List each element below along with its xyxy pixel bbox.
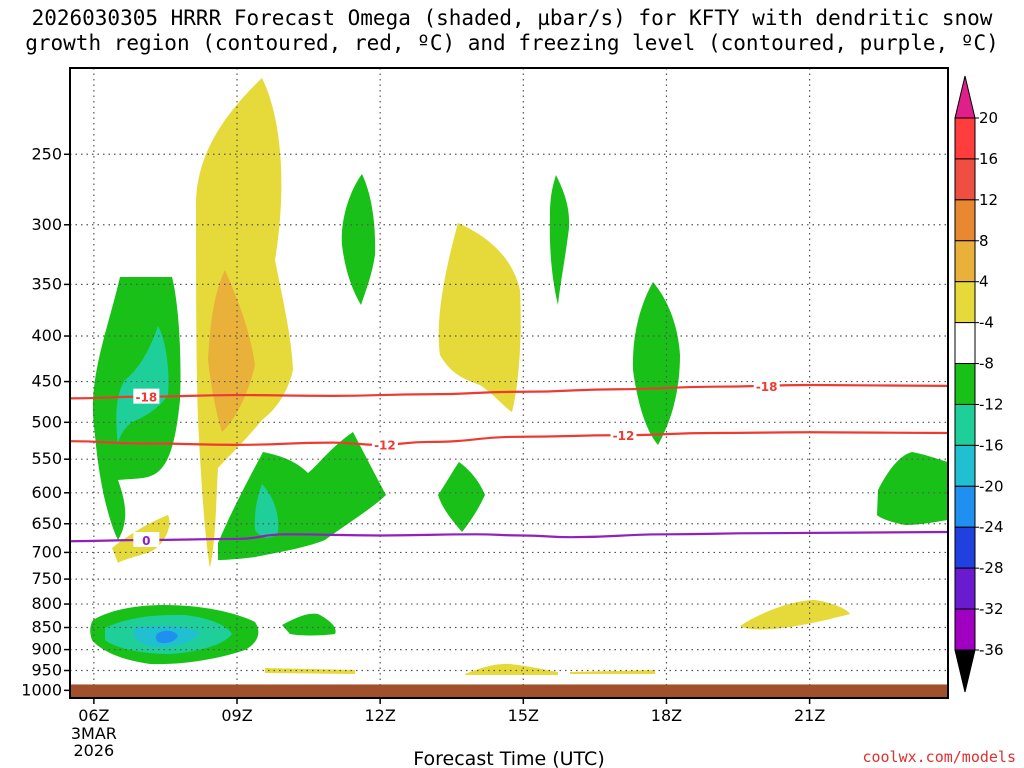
x-axis-label: Forecast Time (UTC) bbox=[413, 748, 604, 768]
contour-label-dendritic-top-1: -18 bbox=[756, 380, 778, 394]
omega-shade-low-blob bbox=[282, 613, 336, 636]
contour-label-dendritic-bottom-0: -12 bbox=[374, 439, 396, 453]
colorbar-label-11: -28 bbox=[979, 559, 1004, 577]
contour-dendritic-bottom bbox=[69, 431, 949, 446]
colorbar-label-12: -32 bbox=[979, 600, 1004, 618]
colorbar-label-5: -4 bbox=[979, 314, 994, 332]
colorbar-label-10: -24 bbox=[979, 518, 1004, 536]
omega-shade-surface-b bbox=[465, 663, 558, 675]
y-tick-label-950: 950 bbox=[31, 661, 62, 680]
contour-lines: -18 -18 -12 -12 0 bbox=[69, 377, 949, 548]
colorbar-label-6: -8 bbox=[979, 355, 994, 373]
contour-label-bg-dendritic-bottom-0 bbox=[371, 436, 398, 452]
colorbar-label-3: 8 bbox=[979, 232, 989, 250]
colorbar-segment-2 bbox=[954, 199, 976, 242]
colorbar-segment-4 bbox=[954, 281, 976, 324]
omega-shade-low-east bbox=[740, 600, 850, 630]
plot-frame bbox=[69, 67, 949, 699]
x-tick-sublabel-1: 2026 bbox=[73, 741, 114, 760]
colorbar-segment-0 bbox=[954, 117, 976, 160]
colorbar-label-0: 20 bbox=[979, 109, 998, 127]
title-line-2: growth region (contoured, red, ºC) and f… bbox=[25, 31, 999, 55]
y-tick-label-300: 300 bbox=[31, 215, 62, 234]
x-tick-label-18Z: 18Z bbox=[651, 706, 682, 725]
omega-shade-small-cell bbox=[438, 462, 485, 532]
colorbar: 20 16 12 8 4 -4 -8 -12 -16 -20 -24 -28 -32 -36 bbox=[954, 75, 1004, 693]
y-tick-label-650: 650 bbox=[31, 514, 62, 533]
y-tick-label-900: 900 bbox=[31, 640, 62, 659]
omega-shade-east-edge bbox=[877, 452, 948, 525]
chart-title: 2026030305 HRRR Forecast Omega (shaded, … bbox=[0, 6, 1024, 56]
ground-surface bbox=[70, 684, 948, 698]
colorbar-label-4: 4 bbox=[979, 273, 989, 291]
colorbar-segment-5 bbox=[954, 322, 976, 365]
omega-shade-orange-core bbox=[208, 270, 255, 432]
omega-shade-east-column bbox=[632, 282, 680, 445]
title-line-1: 2026030305 HRRR Forecast Omega (shaded, … bbox=[31, 6, 993, 30]
colorbar-segment-6 bbox=[954, 363, 976, 405]
x-tick-label-09Z: 09Z bbox=[221, 706, 252, 725]
y-axis: 250 300 350 400 450 500 550 600 650 700 750 800 850 9… bbox=[21, 144, 70, 699]
omega-shade-mid-core bbox=[254, 484, 279, 538]
omega-shade-surface-c bbox=[570, 670, 655, 674]
contour-label-dendritic-top-0: -18 bbox=[136, 391, 158, 405]
y-tick-label-250: 250 bbox=[31, 144, 62, 163]
contour-label-dendritic-bottom-1: -12 bbox=[613, 429, 635, 443]
x-tick-label-12Z: 12Z bbox=[364, 706, 395, 725]
y-tick-label-450: 450 bbox=[31, 372, 62, 391]
omega-shade-low-band-max bbox=[155, 630, 178, 644]
contour-label-freezing-level-0: 0 bbox=[142, 534, 150, 548]
omega-shade-surface-a bbox=[265, 668, 355, 674]
omega-shade-west-column-lower bbox=[93, 400, 126, 540]
y-tick-label-750: 750 bbox=[31, 569, 62, 588]
omega-shade-upper-cell bbox=[341, 174, 376, 305]
x-tick-sublabel-0: 3MAR bbox=[71, 724, 117, 743]
omega-shade-west-core bbox=[116, 326, 169, 445]
colorbar-segment-3 bbox=[954, 240, 976, 283]
colorbar-segment-7 bbox=[954, 403, 976, 446]
colorbar-label-1: 16 bbox=[979, 150, 998, 168]
y-tick-label-600: 600 bbox=[31, 483, 62, 502]
colorbar-label-13: -36 bbox=[979, 641, 1004, 659]
omega-shade-upper-sliver bbox=[549, 175, 570, 305]
y-tick-label-400: 400 bbox=[31, 326, 62, 345]
y-tick-label-700: 700 bbox=[31, 542, 62, 561]
colorbar-segment-11 bbox=[954, 567, 976, 610]
contour-label-bg-dendritic-top-0 bbox=[133, 388, 160, 404]
colorbar-top-arrow bbox=[954, 75, 976, 119]
omega-shade-mid-cell bbox=[218, 432, 386, 560]
contour-label-bg-freezing-level-0 bbox=[133, 532, 160, 548]
y-tick-label-850: 850 bbox=[31, 617, 62, 636]
colorbar-segment-12 bbox=[954, 608, 976, 651]
colorbar-segment-1 bbox=[954, 158, 976, 201]
colorbar-segment-9 bbox=[954, 485, 976, 528]
y-tick-label-800: 800 bbox=[31, 594, 62, 613]
x-tick-label-15Z: 15Z bbox=[508, 706, 539, 725]
contour-label-bg-dendritic-bottom-1 bbox=[610, 427, 637, 443]
y-tick-label-500: 500 bbox=[31, 412, 62, 431]
colorbar-segment-8 bbox=[954, 444, 976, 487]
y-tick-label-1000: 1000 bbox=[21, 680, 62, 699]
credit-link[interactable]: coolwx.com/models bbox=[862, 748, 1016, 766]
grid-lines bbox=[70, 68, 948, 698]
colorbar-segment-10 bbox=[954, 526, 976, 569]
omega-shade-mid-plume bbox=[438, 223, 521, 412]
x-tick-label-06Z: 06Z bbox=[78, 706, 109, 725]
colorbar-label-9: -20 bbox=[979, 477, 1004, 495]
ground-fill bbox=[70, 684, 948, 698]
x-tick-label-21Z: 21Z bbox=[794, 706, 825, 725]
colorbar-label-2: 12 bbox=[979, 191, 998, 209]
colorbar-label-8: -16 bbox=[979, 436, 1004, 454]
colorbar-label-7: -12 bbox=[979, 395, 1004, 413]
omega-shading bbox=[90, 78, 948, 675]
contour-label-bg-dendritic-top-1 bbox=[753, 377, 780, 393]
y-tick-label-550: 550 bbox=[31, 449, 62, 468]
colorbar-bottom-arrow bbox=[954, 649, 976, 693]
contour-freezing-level bbox=[69, 530, 949, 543]
y-tick-label-350: 350 bbox=[31, 274, 62, 293]
